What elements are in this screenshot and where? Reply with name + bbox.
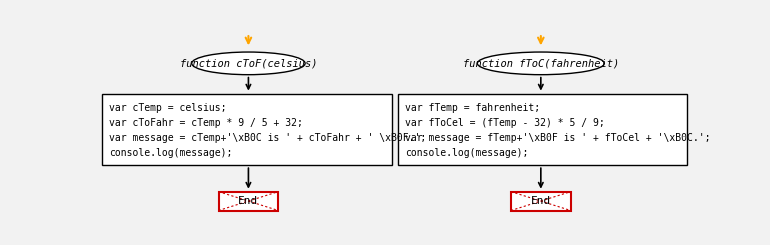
Text: var message = cTemp+'\xB0C is ' + cToFahr + ' \xB0F.';: var message = cTemp+'\xB0C is ' + cToFah… [109,133,427,143]
Text: var cToFahr = cTemp * 9 / 5 + 32;: var cToFahr = cTemp * 9 / 5 + 32; [109,118,303,128]
Text: var message = fTemp+'\xB0F is ' + fToCel + '\xB0C.';: var message = fTemp+'\xB0F is ' + fToCel… [405,133,710,143]
Text: function cToF(celsius): function cToF(celsius) [179,58,317,68]
Text: var fToCel = (fTemp - 32) * 5 / 9;: var fToCel = (fTemp - 32) * 5 / 9; [405,118,604,128]
Bar [102,94,392,165]
Ellipse shape [192,52,305,75]
Ellipse shape [477,52,604,75]
Bar [511,192,571,210]
Text: End: End [531,196,551,206]
Text: console.log(message);: console.log(message); [109,148,233,158]
Text: var fTemp = fahrenheit;: var fTemp = fahrenheit; [405,103,540,113]
Text: function fToC(fahrenheit): function fToC(fahrenheit) [463,58,619,68]
Text: End: End [238,196,259,206]
Bar [397,94,687,165]
Text: console.log(message);: console.log(message); [405,148,528,158]
Bar [219,192,278,210]
Text: var cTemp = celsius;: var cTemp = celsius; [109,103,227,113]
